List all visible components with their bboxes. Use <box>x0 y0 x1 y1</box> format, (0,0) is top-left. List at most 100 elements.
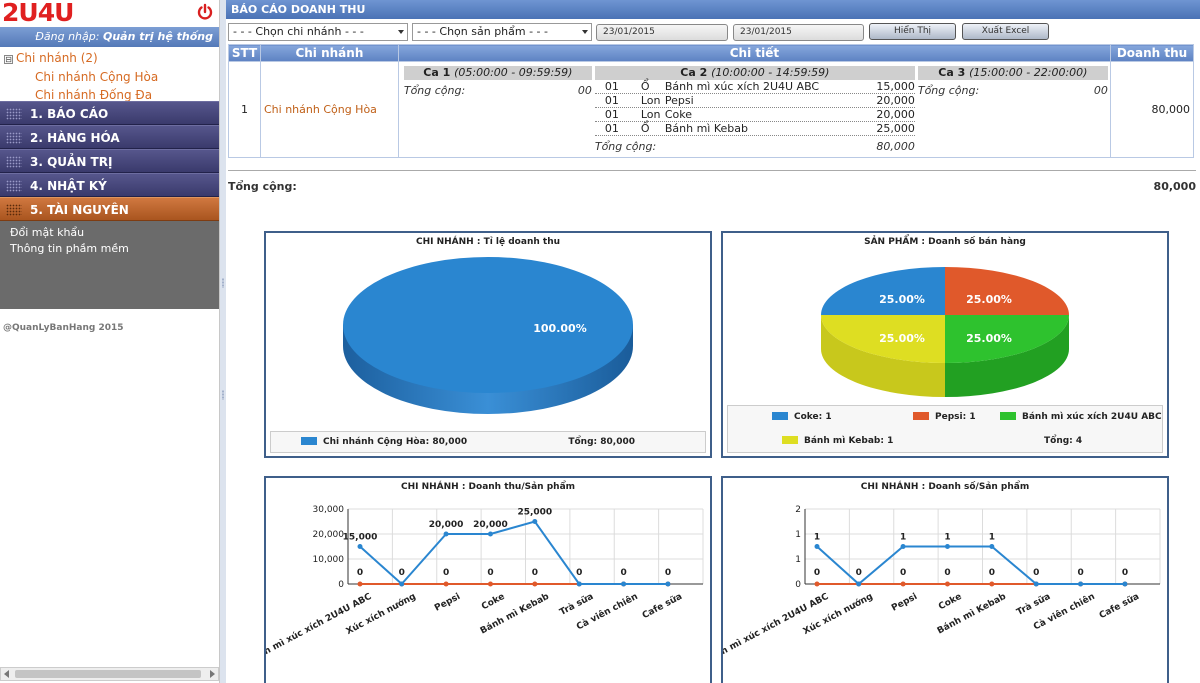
data-point[interactable] <box>989 544 995 549</box>
main-content: BÁO CÁO DOANH THU - - - Chọn chi nhánh -… <box>226 0 1200 683</box>
data-point[interactable] <box>856 581 862 587</box>
pie-slice[interactable] <box>343 257 633 393</box>
tree-item-dong-da[interactable]: Chi nhánh Đống Đa <box>35 88 153 102</box>
submenu-software-info[interactable]: Thông tin phầm mềm <box>10 242 129 255</box>
product-select-value: - - - Chọn sản phẩm - - - <box>417 25 548 38</box>
pie-slice-label: 25.00% <box>879 332 925 345</box>
chevron-down-icon <box>398 30 404 34</box>
data-point[interactable] <box>487 581 493 587</box>
data-point[interactable] <box>443 531 449 537</box>
data-label: 0 <box>944 568 950 578</box>
horizontal-scrollbar[interactable] <box>0 667 219 681</box>
chart-revenue-per-product: CHI NHÁNH : Doanh thu/Sản phẩm 0 10,000 20… <box>264 476 712 683</box>
pie-slice[interactable] <box>945 315 1069 363</box>
menu-tai-nguyen[interactable]: 5. TÀI NGUYÊN <box>0 197 219 221</box>
data-point[interactable] <box>1122 581 1128 587</box>
pie-chart-2: 25.00% 25.00% 25.00% 25.00% <box>821 267 1069 397</box>
tree-root[interactable]: ⊟ Chi nhánh (2) <box>0 50 219 68</box>
menu-quan-tri[interactable]: 3. QUẢN TRỊ <box>0 149 219 173</box>
x-tick-label: Cafe sữa <box>1098 592 1141 621</box>
date-to-input[interactable]: 23/01/2015 <box>733 24 864 41</box>
login-label: Đăng nhập: <box>35 30 100 43</box>
col-revenue: Doanh thu <box>1110 44 1194 62</box>
collapse-toggle-icon[interactable]: ⊟ <box>4 55 13 64</box>
data-point[interactable] <box>532 519 538 524</box>
legend-item: Coke: 1 <box>772 412 832 422</box>
pie-slice[interactable] <box>821 315 945 363</box>
chart-title: SẢN PHẨM : Doanh số bán hàng <box>864 237 1026 247</box>
legend-item: Bánh mì Kebab: 1 <box>782 436 893 446</box>
data-point[interactable] <box>532 581 538 587</box>
data-point[interactable] <box>399 581 405 587</box>
tree-item-cong-hoa[interactable]: Chi nhánh Cộng Hòa <box>35 70 159 84</box>
data-label: 0 <box>989 568 995 578</box>
sidebar-splitter[interactable] <box>220 0 226 683</box>
legend-item: Chi nhánh Cộng Hòa: 80,000 <box>301 437 467 447</box>
submenu-change-password[interactable]: Đổi mật khẩu <box>10 226 85 239</box>
item-value: 15,000 <box>876 80 915 93</box>
data-point[interactable] <box>1078 581 1084 587</box>
data-point[interactable] <box>1033 581 1039 587</box>
menu-nhat-ky[interactable]: 4. NHẬT KÝ <box>0 173 219 197</box>
data-point[interactable] <box>814 544 820 549</box>
pie-slice[interactable] <box>945 267 1069 315</box>
power-icon[interactable] <box>196 3 214 21</box>
menu-hang-hoa[interactable]: 2. HÀNG HÓA <box>0 125 219 149</box>
data-label: 20,000 <box>429 520 464 530</box>
pie-slice-side <box>821 315 945 397</box>
item-name: Bánh mì xúc xích 2U4U ABC <box>664 80 820 93</box>
menu-bao-cao[interactable]: 1. BÁO CÁO <box>0 101 219 125</box>
data-label: 0 <box>532 568 538 578</box>
data-point[interactable] <box>357 544 363 549</box>
shift-3-total: Tổng cộng: 00 <box>917 84 1108 97</box>
data-point[interactable] <box>814 581 820 587</box>
y-tick-label: 30,000 <box>313 505 345 515</box>
grip-icon <box>6 204 22 216</box>
x-tick-label: Coke <box>937 592 963 612</box>
data-point[interactable] <box>576 581 582 587</box>
show-button[interactable]: Hiển Thị <box>869 23 956 40</box>
data-point[interactable] <box>944 581 950 587</box>
export-excel-button[interactable]: Xuất Excel <box>962 23 1049 40</box>
line-item: 01 Ổ Bánh mì xúc xích 2U4U ABC 15,000 <box>594 80 915 94</box>
data-point[interactable] <box>665 581 671 587</box>
pie-chart-1: 100.00% <box>343 257 633 414</box>
data-label: 1 <box>814 533 820 543</box>
data-point[interactable] <box>944 544 950 549</box>
data-point[interactable] <box>900 581 906 587</box>
data-point[interactable] <box>487 531 493 537</box>
data-label: 0 <box>856 568 862 578</box>
data-point[interactable] <box>443 581 449 587</box>
scroll-thumb[interactable] <box>15 670 201 678</box>
cell-branch[interactable]: Chi nhánh Cộng Hòa <box>259 61 399 158</box>
y-tick-label: 10,000 <box>313 555 345 565</box>
branch-select[interactable]: - - - Chọn chi nhánh - - - <box>228 23 408 41</box>
data-label: 0 <box>1122 568 1128 578</box>
data-label: 0 <box>814 568 820 578</box>
copyright: @QuanLyBanHang 2015 <box>3 323 124 333</box>
data-point[interactable] <box>357 581 363 587</box>
chart-branch-revenue-share: CHI NHÁNH : Tỉ lệ doanh thu 100.00% Chi … <box>264 231 712 458</box>
pie-slice[interactable] <box>821 267 945 315</box>
data-label: 15,000 <box>343 533 378 543</box>
item-value: 20,000 <box>876 108 915 121</box>
legend-swatch <box>1000 412 1016 420</box>
scroll-left-icon[interactable] <box>4 670 9 678</box>
data-point[interactable] <box>989 581 995 587</box>
item-unit: Ổ <box>640 80 650 93</box>
chart-product-sales: SẢN PHẨM : Doanh số bán hàng 25.00% 25.0… <box>721 231 1169 458</box>
scroll-right-icon[interactable] <box>210 670 215 678</box>
line-item: 01 Lon Pepsi 20,000 <box>594 94 915 108</box>
product-select[interactable]: - - - Chọn sản phẩm - - - <box>412 23 592 41</box>
pie-slice-label: 25.00% <box>966 293 1012 306</box>
shift-1-total: Tổng cộng: 00 <box>403 84 592 97</box>
logo-bar: 2U4U <box>0 0 219 26</box>
date-from-input[interactable]: 23/01/2015 <box>596 24 728 41</box>
data-label: 0 <box>399 568 405 578</box>
item-qty: 01 <box>604 80 619 93</box>
data-label: 1 <box>989 533 995 543</box>
data-point[interactable] <box>621 581 627 587</box>
data-point[interactable] <box>900 544 906 549</box>
